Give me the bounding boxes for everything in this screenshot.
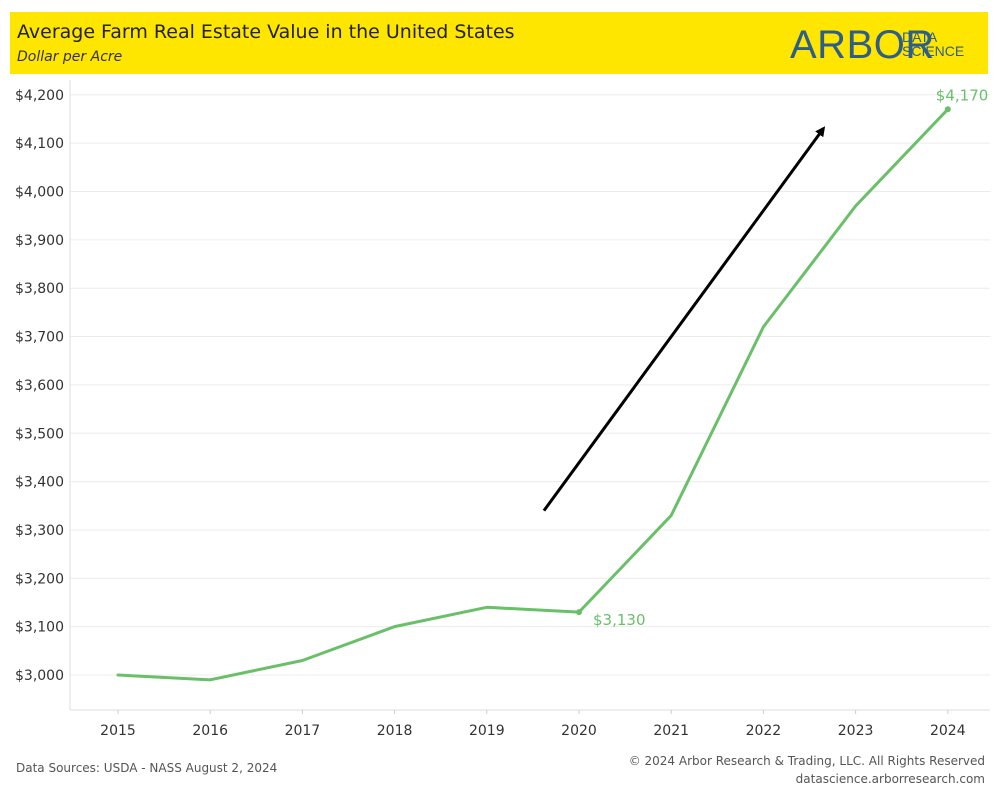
x-tick-label: 2022 bbox=[746, 723, 782, 739]
data-label: $4,170 bbox=[936, 86, 989, 104]
data-point-marker bbox=[944, 106, 951, 113]
footer-credits: © 2024 Arbor Research & Trading, LLC. Al… bbox=[629, 752, 985, 788]
y-tick-label: $3,800 bbox=[15, 281, 64, 297]
data-point-marker bbox=[576, 609, 582, 616]
y-tick-label: $3,500 bbox=[15, 426, 64, 442]
logo-wordmark: ARBOR bbox=[790, 23, 935, 67]
series-line bbox=[116, 107, 950, 682]
y-tick-label: $4,100 bbox=[15, 136, 64, 152]
arbor-logo: ARBOR DATA SCIENCE bbox=[790, 21, 980, 67]
y-tick-label: $3,900 bbox=[15, 233, 64, 249]
y-tick-label: $3,200 bbox=[15, 571, 64, 587]
y-tick-label: $4,200 bbox=[15, 88, 64, 104]
trend-arrow bbox=[542, 126, 826, 512]
x-tick-label: 2019 bbox=[469, 723, 505, 739]
y-tick-label: $3,300 bbox=[15, 523, 64, 539]
x-tick-label: 2017 bbox=[285, 723, 321, 739]
x-tick-label: 2015 bbox=[100, 723, 136, 739]
x-tick-label: 2016 bbox=[192, 723, 228, 739]
y-tick-label: $3,100 bbox=[15, 620, 64, 636]
x-tick-label: 2020 bbox=[561, 723, 597, 739]
y-tick-label: $3,700 bbox=[15, 330, 64, 346]
x-tick-label: 2024 bbox=[930, 723, 966, 739]
y-tick-label: $3,000 bbox=[15, 668, 64, 684]
data-label: $3,130 bbox=[593, 611, 646, 629]
y-tick-label: $4,000 bbox=[15, 185, 64, 201]
x-tick-label: 2023 bbox=[838, 723, 874, 739]
data-source-note: Data Sources: USDA - NASS August 2, 2024 bbox=[16, 761, 278, 775]
chart-subtitle: Dollar per Acre bbox=[17, 49, 123, 65]
header-banner: Average Farm Real Estate Value in the Un… bbox=[10, 12, 988, 74]
logo-sub-line1: DATA bbox=[902, 29, 938, 45]
x-tick-label: 2021 bbox=[653, 723, 689, 739]
chart-title: Average Farm Real Estate Value in the Un… bbox=[17, 21, 515, 43]
y-tick-label: $3,600 bbox=[15, 378, 64, 394]
logo-sub-line2: SCIENCE bbox=[902, 43, 965, 59]
website-text: datascience.arborresearch.com bbox=[795, 772, 985, 786]
logo-subtext: DATA SCIENCE bbox=[902, 30, 964, 58]
x-tick-label: 2018 bbox=[377, 723, 413, 739]
copyright-text: © 2024 Arbor Research & Trading, LLC. Al… bbox=[628, 754, 985, 768]
y-tick-label: $3,400 bbox=[15, 475, 64, 491]
